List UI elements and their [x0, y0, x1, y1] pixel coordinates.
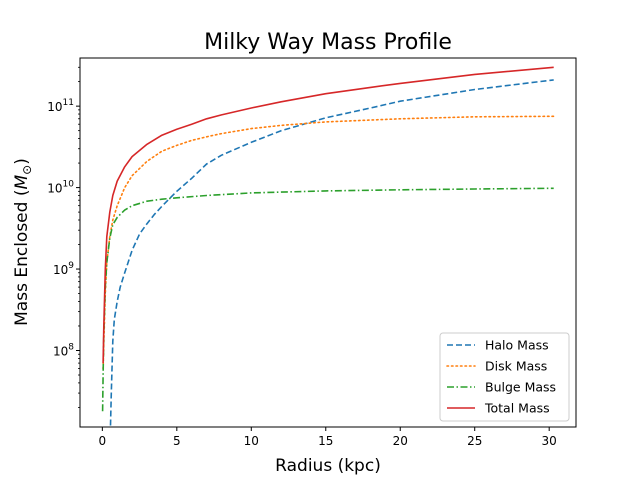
x-tick-label: 5 — [173, 434, 181, 448]
y-tick-label: 108 — [53, 342, 74, 358]
legend-label: Disk Mass — [485, 359, 547, 374]
legend-label: Bulge Mass — [485, 380, 556, 395]
x-tick-label: 20 — [393, 434, 408, 448]
chart-title: Milky Way Mass Profile — [204, 30, 452, 55]
x-tick-label: 10 — [244, 434, 259, 448]
x-axis-label: Radius (kpc) — [275, 456, 381, 476]
plot-frame — [79, 57, 577, 428]
series-line-halo-mass — [109, 79, 554, 426]
x-tick-label: 25 — [467, 434, 482, 448]
tick-layer: 0 5 10 15 20 25 30 108 109 1010 1011 — [47, 66, 557, 448]
y-axis-label-close: ) — [12, 158, 32, 165]
x-tick-label: 15 — [318, 434, 333, 448]
y-tick-label: 1011 — [47, 98, 74, 114]
y-axis-label-text: Mass Enclosed ( — [12, 190, 32, 326]
legend-label: Total Mass — [484, 401, 550, 416]
series-line-disk-mass — [102, 115, 555, 370]
series-layer — [101, 66, 555, 426]
y-axis-label: Mass Enclosed (M⊙) — [12, 158, 34, 326]
legend-box — [439, 332, 570, 422]
y-axis-label-symbol: M — [12, 175, 32, 190]
x-tick-label: 30 — [542, 434, 557, 448]
y-tick-label: 1010 — [47, 180, 74, 196]
legend-label: Halo Mass — [485, 338, 549, 353]
legend: Halo Mass Disk Mass Bulge Mass Total Mass — [439, 332, 570, 422]
x-tick-label: 0 — [99, 434, 107, 448]
y-tick-label: 109 — [53, 261, 74, 277]
series-line-total-mass — [102, 66, 554, 364]
y-axis-label-subscript: ⊙ — [20, 165, 34, 175]
